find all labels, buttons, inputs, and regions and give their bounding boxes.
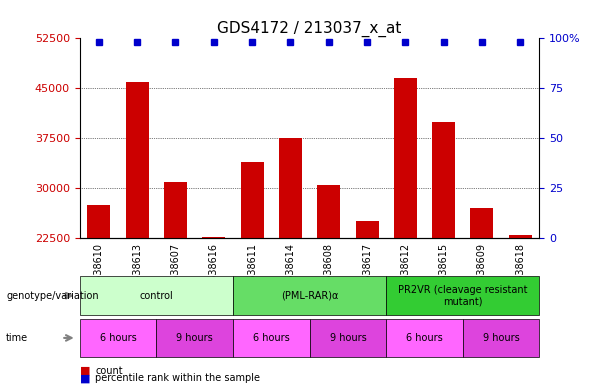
Bar <box>432 122 455 384</box>
Text: 9 hours: 9 hours <box>177 333 213 343</box>
Text: ■: ■ <box>80 373 90 383</box>
Text: 6 hours: 6 hours <box>406 333 443 343</box>
Bar <box>509 235 531 384</box>
Text: control: control <box>139 291 173 301</box>
Text: (PML-RAR)α: (PML-RAR)α <box>281 291 338 301</box>
Text: PR2VR (cleavage resistant
mutant): PR2VR (cleavage resistant mutant) <box>398 285 528 306</box>
Text: genotype/variation: genotype/variation <box>6 291 99 301</box>
Bar <box>87 205 110 384</box>
Text: count: count <box>95 366 123 376</box>
Bar <box>164 182 187 384</box>
Bar <box>126 82 149 384</box>
Text: 6 hours: 6 hours <box>100 333 136 343</box>
Text: percentile rank within the sample: percentile rank within the sample <box>95 373 260 383</box>
Bar <box>394 78 417 384</box>
Text: time: time <box>6 333 28 343</box>
Bar <box>279 138 302 384</box>
Text: 9 hours: 9 hours <box>483 333 519 343</box>
Bar <box>318 185 340 384</box>
Title: GDS4172 / 213037_x_at: GDS4172 / 213037_x_at <box>218 21 402 37</box>
Text: 9 hours: 9 hours <box>330 333 366 343</box>
Bar <box>471 208 493 384</box>
Bar <box>202 237 226 384</box>
Text: ■: ■ <box>80 366 90 376</box>
Text: 6 hours: 6 hours <box>253 333 289 343</box>
Bar <box>240 162 264 384</box>
Bar <box>356 222 379 384</box>
